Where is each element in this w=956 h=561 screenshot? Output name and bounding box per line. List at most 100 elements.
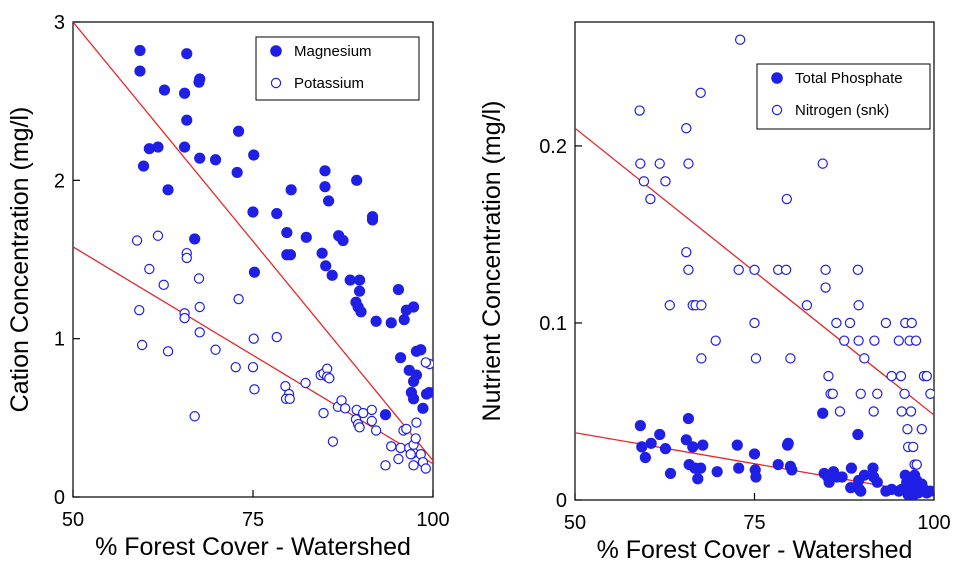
filled-data-point [316,247,328,259]
filled-data-point [410,369,423,381]
legend-label: Total Phosphate [795,70,903,87]
filled-data-point [370,315,382,327]
filled-data-point [162,184,174,196]
open-data-point [411,417,422,428]
open-data-point [247,361,259,373]
filled-data-point [687,441,699,453]
open-data-point [660,176,671,187]
chart-1: 50 75 100 0 1 2 3 % Forest Cover - Watershed Cat… [6,12,450,561]
filled-data-point [366,211,379,223]
open-data-point [366,415,377,427]
filled-data-point [407,393,420,405]
y-tick-label: 2 [54,170,65,192]
filled-data-point [748,448,761,460]
open-data-point [899,388,910,399]
x-tick-label: 50 [62,509,84,531]
open-data-point [896,406,907,417]
filled-data-point [750,471,762,483]
open-data-point [872,388,883,399]
x-tick-label: 75 [743,512,765,534]
filled-data-point [407,301,420,313]
filled-data-point [695,462,707,474]
open-data-point [749,264,760,276]
open-data-point [645,193,656,205]
open-data-point [131,235,143,246]
open-data-point [248,333,259,344]
data-layer [73,22,433,474]
open-data-point [179,312,190,324]
open-data-point [827,388,838,399]
filled-data-point [924,485,934,497]
open-data-point [420,463,431,474]
legend-marker [270,45,282,57]
open-data-point [696,300,707,311]
filled-data-point [233,125,245,137]
legend: Magnesium Potassium [255,36,420,101]
open-data-point [189,411,200,422]
open-data-point [162,346,174,357]
x-axis-label: % Forest Cover - Watershed [597,536,913,561]
filled-data-point [248,149,260,161]
legend-marker [771,72,783,84]
open-data-point [853,300,864,311]
open-data-point [895,370,907,382]
filled-data-point [247,206,259,218]
open-data-point [925,388,934,399]
filled-data-point [423,386,433,399]
open-data-point [386,441,397,452]
filled-data-point [179,141,191,153]
filled-data-point [858,469,870,481]
filled-data-point [137,160,150,172]
filled-data-point [300,231,312,243]
legend-marker [270,77,282,89]
open-data-point [902,423,913,435]
filled-data-point [772,458,784,471]
filled-data-point [353,274,366,286]
filled-data-point [392,283,405,296]
filled-data-point [634,420,646,432]
open-data-point [886,370,897,382]
filled-data-point [179,87,191,99]
open-data-point [327,436,339,447]
filled-data-point [398,314,410,326]
open-data-point [696,353,707,364]
filled-data-point [654,428,666,441]
open-data-point [852,264,864,276]
open-data-point [318,407,329,419]
open-data-point [635,158,646,169]
filled-data-point [320,260,332,272]
open-data-point [230,361,241,373]
open-data-point [664,300,675,311]
open-data-point [780,264,792,276]
open-data-point [681,123,692,134]
y-tick-label: 0.2 [539,136,567,158]
filled-data-point [134,44,146,57]
open-data-point [853,335,864,346]
filled-data-point [845,462,858,474]
filled-data-point [394,352,407,364]
filled-data-point [181,48,193,60]
filled-data-point [664,467,677,480]
open-data-point [868,406,879,417]
filled-data-point [319,181,331,193]
data-layer [575,34,934,500]
y-axis-label: Nutrient Concentration (mg/l) [478,101,506,422]
filled-data-point [855,485,867,497]
open-data-point [210,344,221,355]
x-axis-label: % Forest Cover - Watershed [95,533,411,561]
open-data-point [408,460,419,471]
legend-marker [771,104,783,116]
legend: Total Phosphate Nitrogen (snk) [756,63,931,130]
open-data-point [820,264,831,276]
open-data-point [152,230,164,241]
open-data-point [324,373,335,384]
filled-data-point [385,317,397,329]
open-data-point [834,406,846,417]
filled-data-point [711,466,723,478]
open-data-point [683,158,694,169]
open-data-point [839,335,850,346]
open-data-point [905,406,917,417]
open-data-point [158,279,169,291]
y-tick-label: 1 [54,329,65,351]
